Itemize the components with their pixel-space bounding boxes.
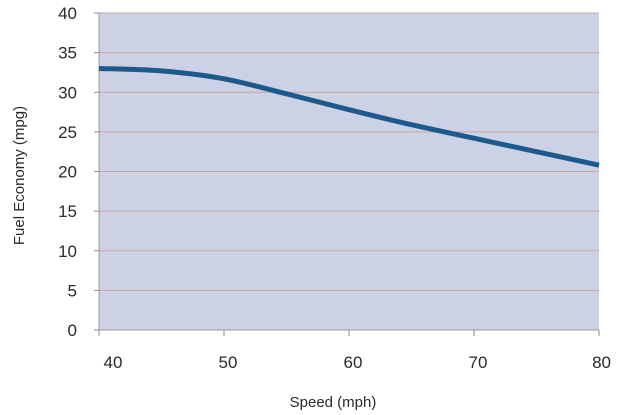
- x-tick-label: 70: [469, 353, 488, 372]
- x-axis-title: Speed (mph): [290, 394, 377, 411]
- x-tick-labels: 40 50 60 70 80: [104, 353, 611, 372]
- x-tick-label: 60: [344, 353, 363, 372]
- y-tick-label: 10: [58, 242, 77, 261]
- y-tick-label: 35: [58, 44, 77, 63]
- y-tick-label: 30: [58, 83, 77, 102]
- y-axis-title: Fuel Economy (mpg): [11, 106, 28, 245]
- x-tick-label: 80: [592, 353, 611, 372]
- y-tick-label: 25: [58, 123, 77, 142]
- y-tick-labels: 0 5 10 15 20 25 30 35 40: [58, 4, 77, 340]
- y-tick-label: 5: [68, 281, 77, 300]
- x-tick-label: 40: [104, 353, 123, 372]
- y-tick-label: 40: [58, 4, 77, 23]
- y-tick-label: 15: [58, 202, 77, 221]
- y-tick-label: 20: [58, 163, 77, 182]
- series-layer: [98, 65, 600, 168]
- series-line: [98, 65, 600, 168]
- y-tick-label: 0: [68, 321, 77, 340]
- gridlines: [99, 12, 599, 291]
- x-tick-label: 50: [219, 353, 238, 372]
- axes: [94, 12, 600, 336]
